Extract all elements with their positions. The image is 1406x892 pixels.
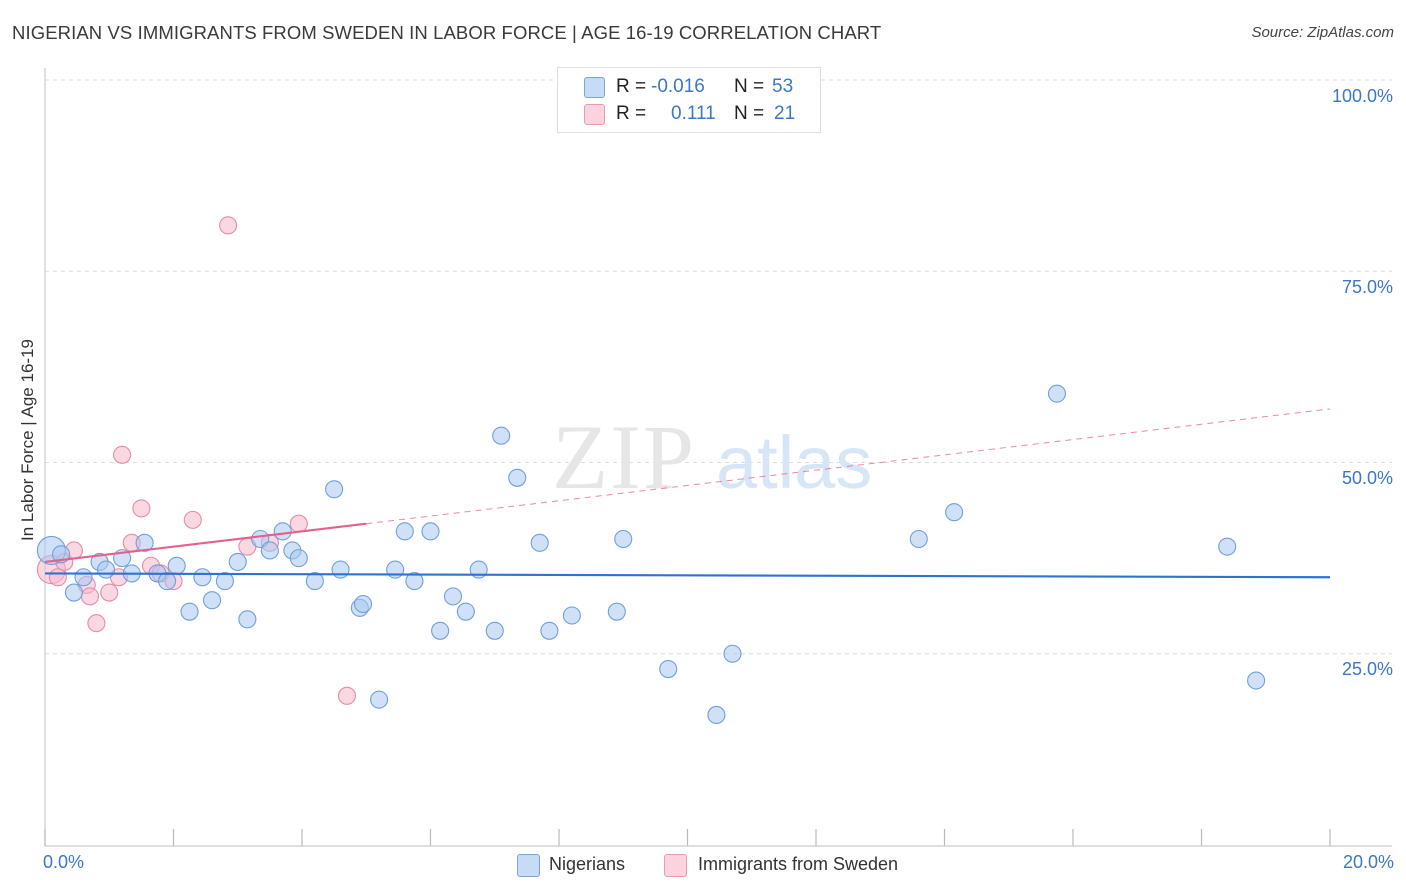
nigerian-point-5 bbox=[96, 560, 116, 579]
nigerian-point-19 bbox=[260, 541, 279, 560]
legend-row-sweden: R = 0.111 N = 21 bbox=[558, 101, 820, 127]
nigerian-point-50 bbox=[1047, 384, 1066, 403]
nigerian-point-17 bbox=[238, 610, 257, 629]
nigerian-point-28 bbox=[370, 690, 389, 709]
nigerian-point-3 bbox=[74, 568, 93, 587]
nigerian-point-40 bbox=[530, 533, 549, 552]
watermark: ZIP atlas bbox=[552, 406, 872, 508]
nigerian-point-24 bbox=[325, 480, 344, 499]
nigerian-point-42 bbox=[562, 606, 581, 625]
legend-swatch-blue bbox=[517, 854, 540, 877]
nigerian-point-20 bbox=[273, 522, 292, 541]
sweden-point-15 bbox=[219, 216, 238, 235]
trend-lines bbox=[44, 408, 1331, 579]
sweden-trend-line-solid bbox=[44, 522, 367, 564]
nigerian-point-43 bbox=[607, 602, 626, 621]
nigerian-trend-line bbox=[44, 572, 1331, 579]
sweden-point-14 bbox=[183, 510, 202, 529]
source-label: Source: ZipAtlas.com bbox=[1251, 24, 1394, 41]
legend-n-value: 53 bbox=[772, 76, 794, 97]
y-axis-label: In Labor Force | Age 16-19 bbox=[18, 339, 37, 541]
nigerian-point-14 bbox=[203, 591, 222, 610]
nigerian-point-27 bbox=[353, 594, 373, 614]
nigerian-point-35 bbox=[456, 602, 475, 621]
nigerian-point-22 bbox=[289, 549, 308, 568]
nigerian-point-44 bbox=[614, 529, 633, 549]
x-tick-label-min: 0.0% bbox=[43, 852, 85, 872]
grid-lines bbox=[45, 79, 1392, 655]
watermark-atlas: atlas bbox=[716, 421, 872, 504]
nigerian-point-47 bbox=[723, 644, 742, 663]
nigerian-point-16 bbox=[228, 552, 247, 572]
nigerian-point-38 bbox=[492, 426, 511, 445]
nigerian-point-11 bbox=[167, 556, 186, 575]
axes bbox=[44, 68, 1392, 847]
sweden-point-20 bbox=[48, 568, 67, 587]
x-tick-label-max: 20.0% bbox=[1342, 852, 1394, 872]
nigerian-point-39 bbox=[508, 468, 527, 487]
sweden-point-5 bbox=[87, 614, 106, 633]
sweden-points bbox=[36, 216, 357, 705]
y-tick-label-50: 50.0% bbox=[1341, 468, 1393, 488]
series-legend: Nigerians Immigrants from Sweden bbox=[517, 852, 937, 877]
nigerian-point-46 bbox=[707, 705, 726, 725]
nigerian-point-34 bbox=[443, 587, 463, 606]
sweden-point-4 bbox=[80, 587, 100, 606]
chart-title: NIGERIAN VS IMMIGRANTS FROM SWEDEN IN LA… bbox=[12, 22, 882, 43]
legend-r-label: R = bbox=[616, 76, 647, 97]
legend-r-value: 0.111 bbox=[671, 103, 716, 124]
nigerian-point-37 bbox=[485, 621, 504, 640]
nigerian-point-30 bbox=[395, 522, 414, 541]
y-axis-label-wrap: In Labor Force | Age 16-19 bbox=[16, 300, 40, 580]
nigerian-point-31 bbox=[405, 572, 424, 591]
sweden-point-18 bbox=[289, 514, 308, 533]
sweden-point-8 bbox=[113, 445, 132, 464]
nigerian-point-52 bbox=[1247, 671, 1266, 690]
nigerian-point-25 bbox=[331, 560, 350, 579]
legend-swatch-blue bbox=[584, 77, 605, 98]
sweden-point-6 bbox=[100, 583, 119, 602]
nigerian-point-41 bbox=[540, 621, 559, 640]
y-tick-label-25: 25.0% bbox=[1341, 659, 1393, 679]
legend-swatch-pink bbox=[664, 854, 687, 877]
nigerian-points bbox=[36, 384, 1266, 725]
nigerian-point-23 bbox=[305, 572, 324, 591]
nigerian-point-12 bbox=[180, 602, 199, 621]
nigerian-point-33 bbox=[431, 621, 450, 640]
nigerian-point-15 bbox=[215, 572, 234, 591]
legend-row-nigerians: R = -0.016 N = 53 bbox=[558, 74, 820, 100]
y-tick-label-75: 75.0% bbox=[1341, 277, 1393, 297]
legend-r-value: -0.016 bbox=[651, 76, 705, 97]
legend-r-label: R = bbox=[616, 103, 647, 124]
legend-n-label: N = bbox=[734, 76, 765, 97]
nigerian-point-2 bbox=[64, 583, 83, 602]
stats-legend: R = -0.016 N = 53 R = 0.111 N = 21 bbox=[557, 67, 821, 133]
watermark-zip: ZIP bbox=[552, 406, 696, 508]
y-tick-label-100: 100.0% bbox=[1331, 86, 1393, 106]
nigerian-point-45 bbox=[659, 659, 678, 679]
nigerian-point-49 bbox=[945, 503, 964, 522]
nigerian-point-51 bbox=[1218, 537, 1237, 556]
sweden-trend-line-dashed bbox=[366, 408, 1331, 525]
nigerian-point-48 bbox=[909, 529, 928, 549]
legend-n-value: 21 bbox=[774, 103, 796, 124]
legend-label-sweden: Immigrants from Sweden bbox=[698, 854, 899, 874]
sweden-point-10 bbox=[132, 499, 151, 518]
nigerian-point-13 bbox=[193, 568, 212, 587]
nigerian-point-10 bbox=[158, 572, 177, 591]
nigerian-point-32 bbox=[421, 522, 440, 541]
nigerian-point-8 bbox=[135, 533, 154, 552]
legend-swatch-pink bbox=[584, 104, 605, 125]
legend-label-nigerians: Nigerians bbox=[549, 854, 626, 874]
legend-n-label: N = bbox=[734, 103, 765, 124]
sweden-point-19 bbox=[337, 686, 357, 705]
